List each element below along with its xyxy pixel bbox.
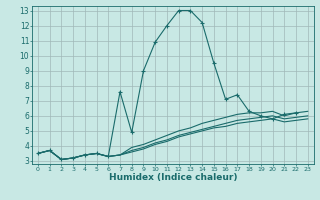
X-axis label: Humidex (Indice chaleur): Humidex (Indice chaleur) xyxy=(108,173,237,182)
